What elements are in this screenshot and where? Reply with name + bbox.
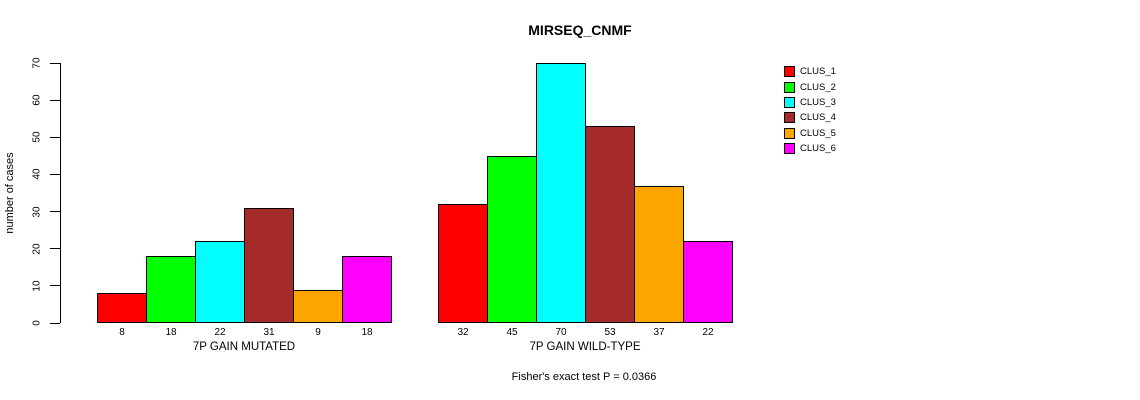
legend-item: CLUS_6 — [784, 141, 836, 156]
legend-swatch — [784, 127, 795, 139]
bar-value-label: 18 — [165, 327, 177, 338]
chart-title: MIRSEQ_CNMF — [528, 22, 632, 38]
bar-value-label: 70 — [555, 327, 567, 338]
bar-value-label: 37 — [653, 327, 665, 338]
bar — [195, 241, 245, 323]
y-axis-tick-label: 70 — [31, 57, 43, 69]
bar-value-label: 9 — [315, 327, 321, 338]
bar-value-label: 45 — [506, 327, 518, 338]
legend-label: CLUS_6 — [800, 143, 836, 155]
bar-value-label: 53 — [604, 327, 616, 338]
y-axis-tick — [50, 173, 60, 175]
legend-swatch — [784, 112, 795, 124]
y-axis-tick — [50, 136, 60, 138]
legend-swatch — [784, 81, 795, 93]
annotation-text: Fisher's exact test P = 0.0366 — [511, 371, 657, 383]
legend-label: CLUS_5 — [800, 127, 836, 139]
legend: CLUS_1 CLUS_2 CLUS_3 CLUS_4 CLUS_5 CLUS_6 — [784, 64, 836, 156]
bar — [342, 256, 392, 323]
y-axis-line — [60, 63, 61, 323]
legend-swatch — [784, 96, 795, 108]
legend-label: CLUS_1 — [800, 66, 836, 78]
y-axis-tick-label: 0 — [31, 320, 43, 326]
bar — [683, 241, 733, 323]
legend-label: CLUS_4 — [800, 112, 836, 124]
y-axis-tick — [50, 99, 60, 101]
bar-value-label: 22 — [214, 327, 226, 338]
y-axis-tick — [50, 211, 60, 213]
legend-label: CLUS_2 — [800, 81, 836, 93]
bar — [244, 207, 294, 323]
y-axis-tick-label: 30 — [31, 206, 43, 218]
y-axis-tick — [50, 322, 60, 324]
y-axis-tick-label: 60 — [31, 94, 43, 106]
bar-value-label: 8 — [119, 327, 125, 338]
x-axis-group-label: 7P GAIN MUTATED — [192, 341, 296, 353]
legend-item: CLUS_2 — [784, 79, 836, 94]
bar-value-label: 18 — [361, 327, 373, 338]
bar — [97, 293, 147, 323]
y-axis-tick-label: 20 — [31, 243, 43, 255]
bar-value-label: 31 — [263, 327, 275, 338]
bar — [293, 289, 343, 323]
legend-item: CLUS_4 — [784, 110, 836, 125]
y-axis-tick-label: 40 — [31, 168, 43, 180]
y-axis-tick — [50, 285, 60, 287]
bar — [487, 155, 537, 323]
bar-value-label: 32 — [457, 327, 469, 338]
bar — [634, 185, 684, 323]
bar — [585, 126, 635, 323]
bar — [438, 204, 488, 323]
legend-label: CLUS_3 — [800, 96, 836, 108]
y-axis-tick-label: 50 — [31, 131, 43, 143]
bar-value-label: 22 — [702, 327, 714, 338]
y-axis-tick — [50, 248, 60, 250]
legend-item: CLUS_1 — [784, 64, 836, 79]
legend-item: CLUS_5 — [784, 126, 836, 141]
bar — [146, 256, 196, 323]
legend-item: CLUS_3 — [784, 95, 836, 110]
x-axis-group-label: 7P GAIN WILD-TYPE — [529, 341, 641, 353]
y-axis-tick — [50, 62, 60, 64]
y-axis-tick-label: 10 — [31, 280, 43, 292]
bar — [536, 63, 586, 323]
legend-swatch — [784, 143, 795, 155]
y-axis-title: number of cases — [4, 152, 16, 234]
legend-swatch — [784, 66, 795, 78]
